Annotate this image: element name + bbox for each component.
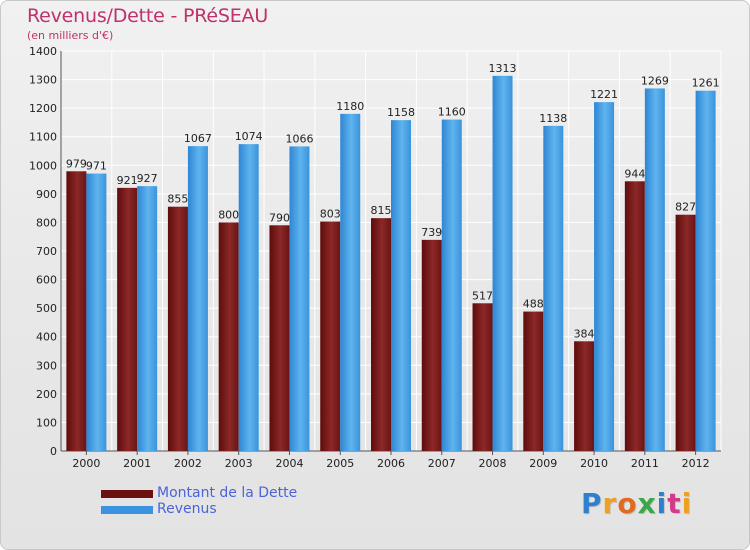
y-tick-label: 700 <box>36 245 57 258</box>
bar-dette <box>472 303 493 451</box>
x-tick-label: 2001 <box>123 457 151 470</box>
x-tick-label: 2003 <box>225 457 253 470</box>
y-tick-label: 400 <box>36 331 57 344</box>
y-tick-label: 1100 <box>29 131 57 144</box>
brand-logo-letter: i <box>681 487 693 520</box>
brand-logo-letter: o <box>617 487 638 520</box>
x-tick-label: 2006 <box>377 457 405 470</box>
chart-subtitle: (en milliers d'€) <box>27 29 114 42</box>
data-label-dette: 827 <box>675 201 696 214</box>
x-tick-label: 2002 <box>174 457 202 470</box>
data-label-revenus: 1261 <box>692 77 720 90</box>
data-label-dette: 800 <box>218 208 239 221</box>
data-label-revenus: 1160 <box>438 106 466 119</box>
data-label-dette: 517 <box>472 289 493 302</box>
data-label-dette: 921 <box>117 174 138 187</box>
data-label-revenus: 1221 <box>590 88 618 101</box>
x-tick-label: 2008 <box>479 457 507 470</box>
bar-revenus <box>289 146 310 451</box>
bars <box>66 75 716 452</box>
data-label-dette: 790 <box>269 211 290 224</box>
y-tick-label: 1000 <box>29 159 57 172</box>
bar-dette <box>624 181 645 452</box>
x-tick-label: 2005 <box>326 457 354 470</box>
data-label-dette: 488 <box>523 298 544 311</box>
data-label-revenus: 971 <box>86 160 107 173</box>
y-tick-label: 800 <box>36 216 57 229</box>
bar-dette <box>421 239 442 451</box>
bar-revenus <box>644 88 665 451</box>
data-label-dette: 979 <box>66 157 87 170</box>
legend-swatch-dette <box>101 490 153 498</box>
brand-logo-letter: i <box>656 487 668 520</box>
x-tick-label: 2004 <box>275 457 303 470</box>
data-label-dette: 739 <box>421 226 442 239</box>
x-tick-label: 2009 <box>529 457 557 470</box>
data-label-revenus: 1067 <box>184 132 212 145</box>
y-tick-label: 0 <box>50 445 57 458</box>
brand-logo-letter: t <box>667 487 682 520</box>
bar-revenus <box>492 75 513 451</box>
bar-revenus <box>594 102 615 452</box>
data-label-revenus: 1158 <box>387 106 415 119</box>
bar-dette <box>167 206 188 451</box>
x-tick-label: 2012 <box>682 457 710 470</box>
x-tick-label: 2000 <box>72 457 100 470</box>
bar-revenus <box>187 146 208 451</box>
data-label-dette: 815 <box>371 204 392 217</box>
bar-dette <box>675 214 696 451</box>
chart-title: Revenus/Dette - PRéSEAU <box>27 5 269 27</box>
data-label-revenus: 1066 <box>285 132 313 145</box>
bar-dette <box>320 221 341 451</box>
bar-revenus <box>86 173 107 452</box>
bar-dette <box>66 171 87 452</box>
brand-logo-letter: r <box>602 487 618 520</box>
bar-revenus <box>137 186 158 451</box>
brand-logo-letter: x <box>637 487 657 520</box>
y-tick-label: 1300 <box>29 74 57 87</box>
legend-label-revenus: Revenus <box>157 501 217 517</box>
y-tick-label: 1200 <box>29 102 57 115</box>
data-label-revenus: 927 <box>137 172 158 185</box>
bar-revenus <box>340 113 361 451</box>
bar-dette <box>523 311 544 451</box>
data-label-dette: 944 <box>624 167 645 180</box>
bar-revenus <box>238 144 259 451</box>
data-label-revenus: 1074 <box>235 130 263 143</box>
data-label-dette: 803 <box>320 208 341 221</box>
bar-revenus <box>391 120 411 452</box>
bar-dette <box>218 222 239 451</box>
x-tick-label: 2010 <box>580 457 608 470</box>
bar-revenus <box>695 90 716 451</box>
brand-logo: Proxiti <box>581 487 692 520</box>
y-tick-label: 500 <box>36 302 57 315</box>
bar-revenus <box>543 125 564 451</box>
data-label-revenus: 1138 <box>539 112 567 125</box>
y-tick-label: 1400 <box>29 45 57 58</box>
bar-dette <box>574 341 595 451</box>
axes: 0 100 200 300 400 500 600 700 800 900 1000 1100 1200… <box>29 45 721 470</box>
x-tick-label: 2011 <box>631 457 659 470</box>
legend-swatch-revenus <box>101 506 153 514</box>
bar-dette <box>117 187 138 451</box>
bar-dette <box>371 218 391 451</box>
legend-label-dette: Montant de la Dette <box>157 485 298 501</box>
data-label-revenus: 1180 <box>336 100 364 113</box>
bar-dette <box>269 225 290 451</box>
x-tick-label: 2007 <box>428 457 456 470</box>
bar-revenus <box>441 119 462 452</box>
brand-logo-letter: P <box>581 487 603 520</box>
y-tick-label: 900 <box>36 188 57 201</box>
data-label-revenus: 1313 <box>489 62 517 75</box>
data-label-dette: 384 <box>574 327 595 340</box>
y-tick-label: 600 <box>36 274 57 287</box>
y-tick-label: 100 <box>36 416 57 429</box>
data-label-revenus: 1269 <box>641 74 669 87</box>
data-label-dette: 855 <box>167 193 188 206</box>
y-tick-label: 300 <box>36 359 57 372</box>
y-tick-label: 200 <box>36 388 57 401</box>
